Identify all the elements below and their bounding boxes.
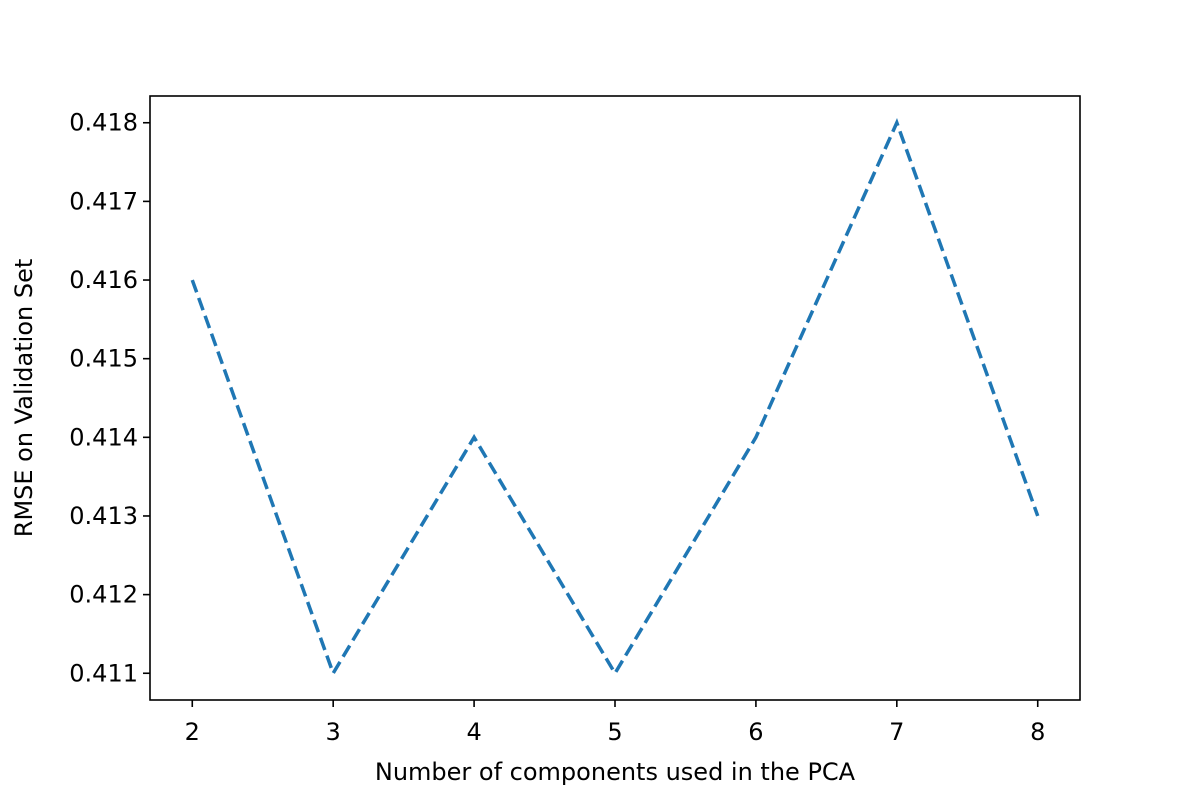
y-tick-label: 0.412 xyxy=(69,581,138,609)
x-tick-label: 2 xyxy=(185,718,200,746)
x-tick-label: 7 xyxy=(889,718,904,746)
x-axis-ticks: 2 3 4 5 6 7 8 xyxy=(185,700,1045,746)
y-tick-label: 0.413 xyxy=(69,502,138,530)
y-tick-label: 0.415 xyxy=(69,345,138,373)
x-tick-label: 5 xyxy=(607,718,622,746)
series-line-rmse xyxy=(190,118,1040,678)
y-tick-label: 0.418 xyxy=(69,109,138,137)
y-axis-ticks: 0.411 0.412 0.413 0.414 0.415 0.416 0.417 0.418 xyxy=(69,109,150,687)
x-axis-label: Number of components used in the PCA xyxy=(375,758,856,786)
x-tick-label: 3 xyxy=(326,718,341,746)
y-tick-label: 0.411 xyxy=(69,659,138,687)
x-tick-label: 4 xyxy=(466,718,481,746)
series-layer xyxy=(190,118,1040,678)
y-axis-label: RMSE on Validation Set xyxy=(10,259,38,537)
y-tick-label: 0.414 xyxy=(69,423,138,451)
x-tick-label: 8 xyxy=(1030,718,1045,746)
x-tick-label: 6 xyxy=(748,718,763,746)
y-tick-label: 0.416 xyxy=(69,266,138,294)
plot-area xyxy=(150,96,1080,700)
y-tick-label: 0.417 xyxy=(69,187,138,215)
